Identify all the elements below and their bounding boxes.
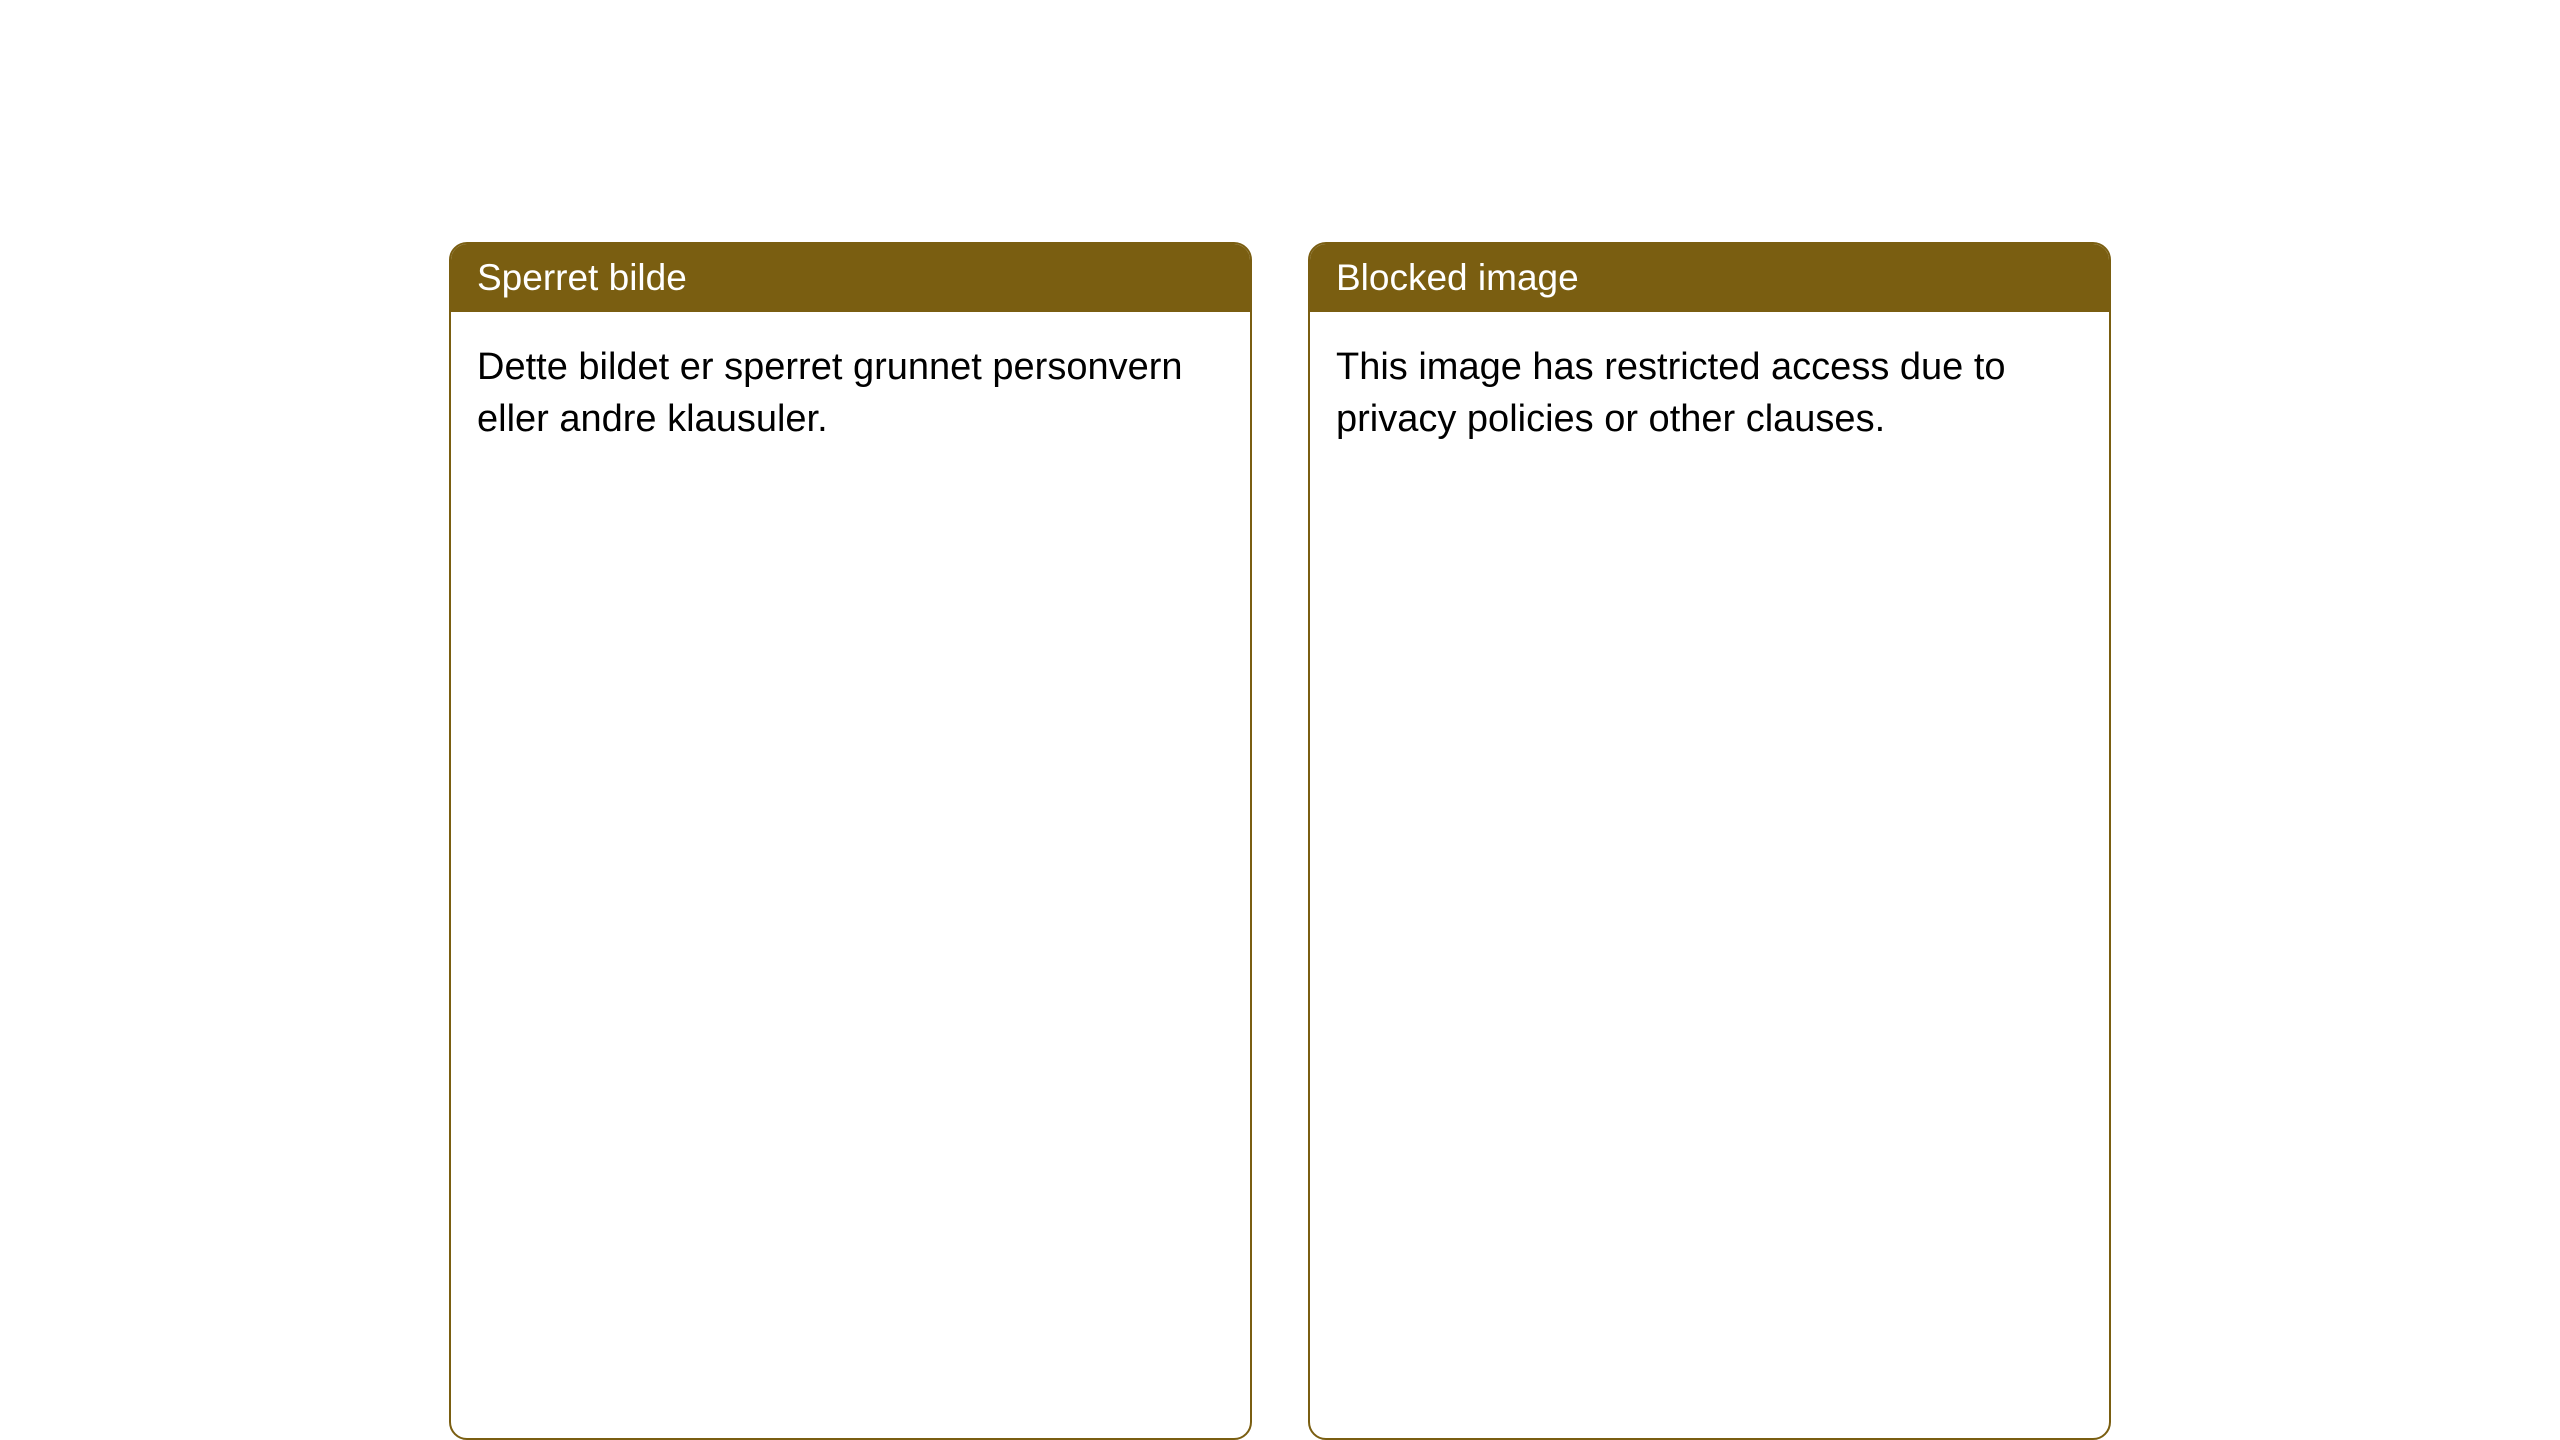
- notice-card-title: Sperret bilde: [451, 244, 1250, 312]
- notice-card-norwegian: Sperret bilde Dette bildet er sperret gr…: [449, 242, 1252, 1440]
- notice-card-title: Blocked image: [1310, 244, 2109, 312]
- notice-card-body: Dette bildet er sperret grunnet personve…: [451, 312, 1250, 580]
- notice-cards-row: Sperret bilde Dette bildet er sperret gr…: [449, 242, 2111, 1440]
- notice-card-english: Blocked image This image has restricted …: [1308, 242, 2111, 1440]
- notice-card-body: This image has restricted access due to …: [1310, 312, 2109, 580]
